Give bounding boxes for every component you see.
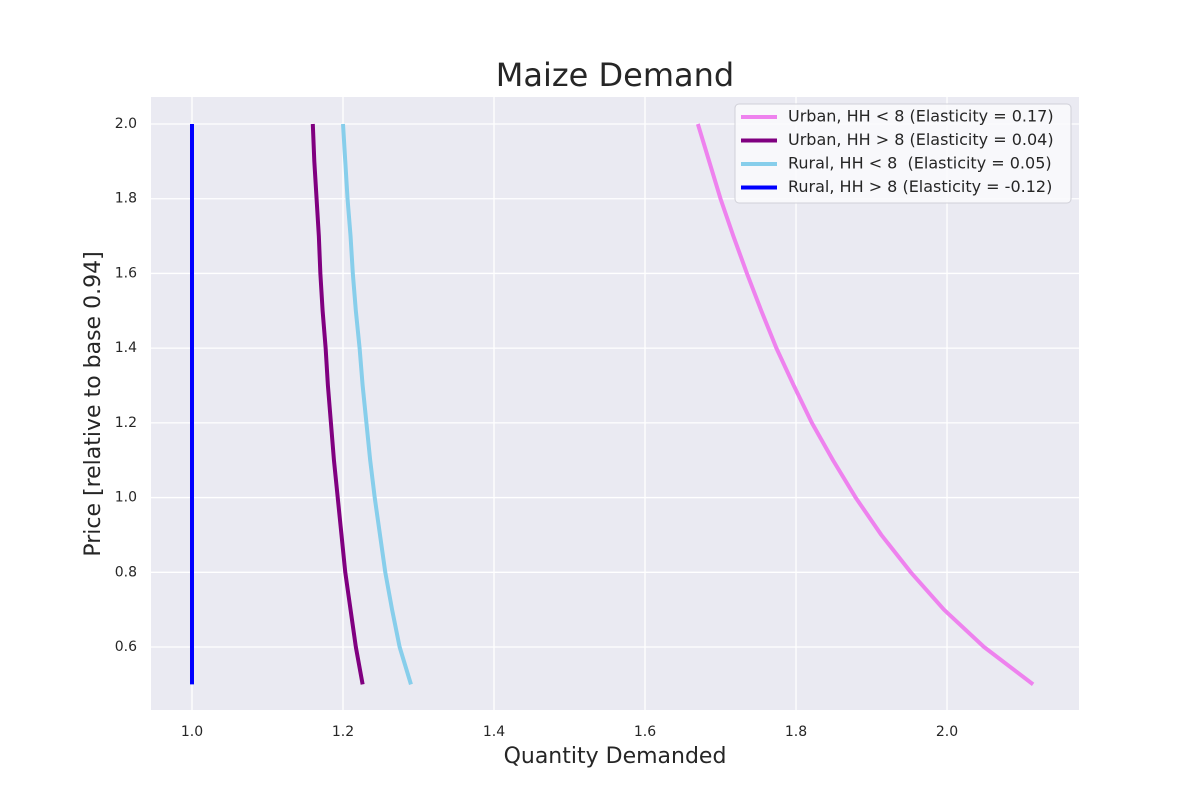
- y-tick-label: 1.4: [115, 340, 137, 356]
- legend-box: [734, 103, 1072, 204]
- x-tick-label: 1.8: [785, 724, 807, 740]
- y-tick-label: 0.8: [115, 564, 137, 580]
- series-line: [310, 123, 365, 685]
- x-tick-label: 1.4: [483, 724, 505, 740]
- y-tick-label: 1.2: [115, 415, 137, 431]
- grid: [151, 97, 1079, 710]
- x-tick-label: 1.2: [332, 724, 354, 740]
- y-tick-label: 1.8: [115, 191, 137, 207]
- x-tick-label: 1.6: [634, 724, 656, 740]
- x-axis-label: Quantity Demanded: [504, 744, 727, 769]
- legend-label: Rural, HH < 8 (Elasticity = 0.05): [788, 154, 1052, 173]
- y-tick-label: 1.0: [115, 490, 137, 506]
- y-tick-label: 1.6: [115, 265, 137, 281]
- series-line: [695, 123, 1035, 686]
- legend: Urban, HH < 8 (Elasticity = 0.17) Urban, …: [734, 103, 1072, 204]
- y-tick-label: 2.0: [115, 116, 137, 132]
- legend-label: Urban, HH > 8 (Elasticity = 0.04): [788, 130, 1054, 149]
- series-line: [341, 123, 413, 685]
- chart-title: Maize Demand: [496, 56, 734, 94]
- legend-label: Urban, HH < 8 (Elasticity = 0.17): [788, 107, 1054, 126]
- x-tick-label: 2.0: [936, 724, 958, 740]
- y-tick-label: 0.6: [115, 639, 137, 655]
- y-axis-label: Price [relative to base 0.94]: [81, 251, 106, 556]
- x-tick-label: 1.0: [181, 724, 203, 740]
- legend-label: Rural, HH > 8 (Elasticity = -0.12): [788, 177, 1052, 196]
- lines: [189, 123, 1035, 686]
